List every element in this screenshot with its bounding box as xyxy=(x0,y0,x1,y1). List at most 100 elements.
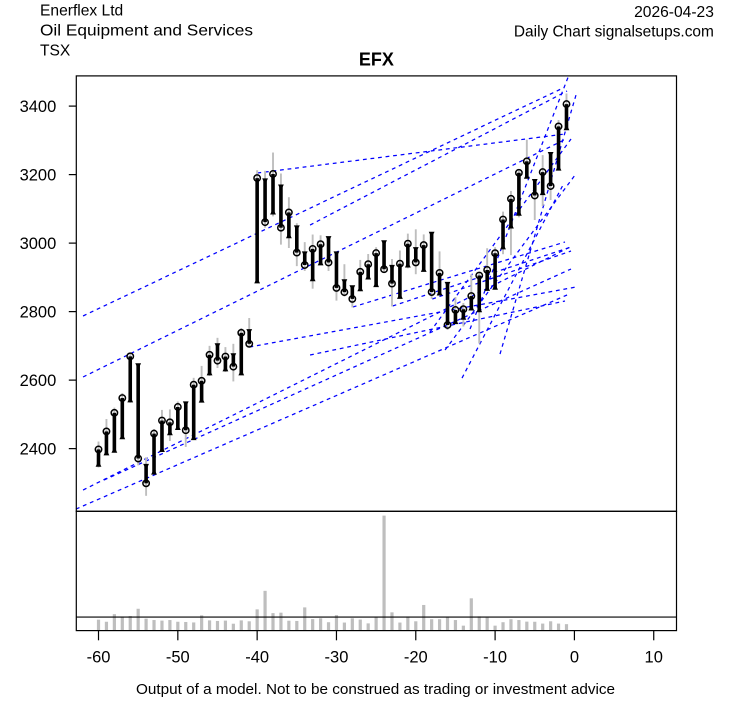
open-arrow-tip xyxy=(166,429,173,436)
close-marker-circle xyxy=(142,479,151,488)
ohlc-bar xyxy=(514,168,523,218)
close-marker-circle xyxy=(284,208,293,217)
ohlc-bar xyxy=(356,259,365,292)
ohlc-bar xyxy=(467,274,476,311)
ohlc-bar xyxy=(197,365,206,403)
ohlc-bar xyxy=(562,93,571,131)
ohlc-bar xyxy=(316,235,325,266)
open-arrow-tip xyxy=(460,313,467,320)
close-marker-circle xyxy=(514,168,523,177)
volume-bars-layer xyxy=(96,515,569,631)
trendline xyxy=(249,286,577,348)
close-marker-circle xyxy=(364,260,373,269)
open-arrow-tip xyxy=(476,306,483,313)
open-arrow-tip xyxy=(341,279,348,286)
open-arrow-tip xyxy=(262,178,268,185)
open-arrow-tip xyxy=(111,446,118,453)
close-marker-circle xyxy=(292,248,301,257)
ohlc-bar xyxy=(213,337,222,369)
ohlc-bar xyxy=(237,328,246,376)
close-marker-circle xyxy=(491,249,500,258)
close-marker-circle xyxy=(475,271,484,280)
open-arrow-tip xyxy=(174,424,181,431)
close-marker-circle xyxy=(189,380,198,389)
close-marker-circle xyxy=(403,239,412,248)
open-arrow-tip xyxy=(222,365,229,372)
x-tick-label: -40 xyxy=(245,649,269,667)
close-marker-circle xyxy=(118,394,127,402)
ohlc-bar xyxy=(150,429,158,475)
trendline xyxy=(75,294,568,510)
close-marker-circle xyxy=(546,182,555,190)
ohlc-bar xyxy=(276,173,285,245)
trendline xyxy=(257,133,566,174)
ohlc-bar xyxy=(324,236,333,271)
open-arrow-tip xyxy=(293,225,300,232)
open-arrow-tip xyxy=(198,396,205,403)
close-marker-circle xyxy=(94,445,103,454)
open-arrow-tip xyxy=(484,284,491,291)
close-marker-circle xyxy=(197,376,206,385)
y-tick-label: 2800 xyxy=(20,304,57,322)
close-marker-circle xyxy=(467,292,476,300)
close-marker-circle xyxy=(411,258,420,267)
close-marker-circle xyxy=(213,356,222,365)
open-arrow-tip xyxy=(333,251,340,258)
close-marker-circle xyxy=(134,454,143,463)
ohlc-bar xyxy=(388,259,396,307)
close-marker-circle xyxy=(348,294,357,303)
open-arrow-tip xyxy=(119,433,126,440)
open-arrow-tip xyxy=(373,281,380,288)
y-tick-label: 3400 xyxy=(20,98,57,116)
ohlc-bar xyxy=(395,250,404,299)
ohlc-bar xyxy=(189,377,198,441)
open-arrow-tip xyxy=(500,243,506,250)
ohlc-bar xyxy=(348,285,357,308)
ohlc-bar xyxy=(165,409,174,442)
ohlc-bar xyxy=(507,190,515,256)
open-arrow-tip xyxy=(214,343,221,350)
ohlc-bar xyxy=(253,170,262,284)
exchange-name: TSX xyxy=(40,43,71,60)
open-arrow-tip xyxy=(270,208,276,215)
open-arrow-tip xyxy=(309,275,316,282)
trendline xyxy=(103,268,572,481)
ohlc-bar xyxy=(134,363,143,466)
open-arrow-tip xyxy=(444,281,451,288)
close-marker-circle xyxy=(395,259,404,268)
x-tick-label: -20 xyxy=(404,649,428,667)
open-arrow-tip xyxy=(230,353,237,360)
ohlc-bar xyxy=(205,345,214,377)
trendline xyxy=(82,87,564,317)
open-arrow-tip xyxy=(95,460,102,467)
x-tick-label: -60 xyxy=(87,649,111,667)
open-arrow-tip xyxy=(190,434,197,441)
ohlc-bar xyxy=(181,401,190,447)
ohlc-bar xyxy=(522,139,531,179)
close-marker-circle xyxy=(324,258,333,267)
ohlc-bar xyxy=(364,254,373,280)
trendline xyxy=(352,241,566,308)
disclaimer-text: Output of a model. Not to be construed a… xyxy=(136,681,615,698)
ohlc-bar xyxy=(538,155,547,207)
open-arrow-tip xyxy=(325,236,332,243)
ohlc-bar xyxy=(372,247,381,288)
close-marker-circle xyxy=(443,321,452,329)
close-marker-circle xyxy=(554,122,563,131)
ohlc-bar xyxy=(340,264,349,297)
ohlc-bar xyxy=(459,303,468,327)
ohlc-bar xyxy=(308,234,317,289)
open-arrow-tip xyxy=(547,151,554,158)
ohlc-bar xyxy=(546,151,555,201)
close-marker-circle xyxy=(499,215,507,224)
open-arrow-tip xyxy=(285,232,292,239)
close-marker-circle xyxy=(261,218,270,227)
ohlc-bar xyxy=(419,234,428,272)
open-arrow-tip xyxy=(365,273,372,280)
open-arrow-tip xyxy=(182,401,189,408)
close-marker-circle xyxy=(165,418,174,427)
open-arrow-tip xyxy=(420,265,427,272)
close-marker-circle xyxy=(229,362,238,371)
close-marker-circle xyxy=(253,174,262,183)
